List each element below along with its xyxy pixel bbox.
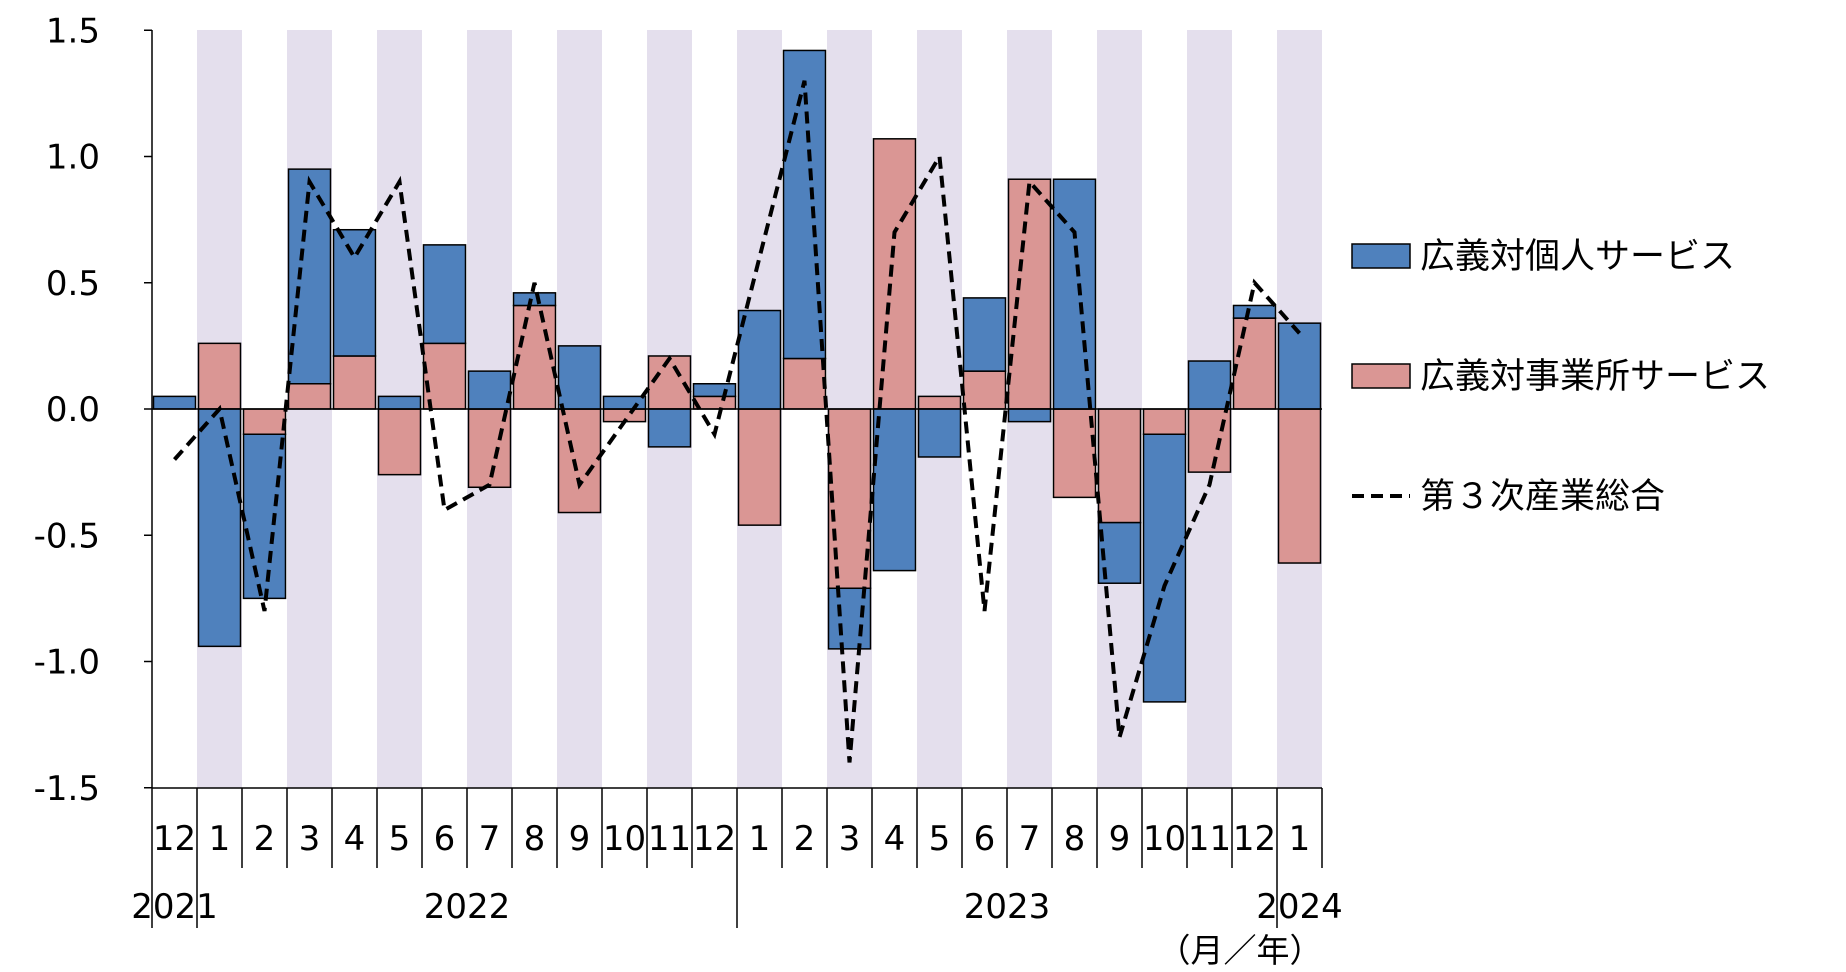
bar-kojin: [1232, 304, 1277, 319]
bar-kojin: [512, 292, 557, 307]
line-daisanji: [173, 80, 1301, 763]
axes: [144, 29, 1323, 928]
year-label: 2022: [424, 887, 511, 927]
bar-kojin: [152, 395, 197, 410]
legend-label: 広義対事業所サービス: [1420, 357, 1770, 397]
y-tick-label: 0.5: [46, 264, 100, 304]
bar-kojin: [197, 408, 242, 648]
bar-kojin: [332, 228, 377, 357]
x-tick-label: 7: [479, 819, 501, 859]
x-tick-label: 1: [209, 819, 231, 859]
bar-jigyosho: [512, 304, 557, 410]
legend-label: 広義対個人サービス: [1420, 237, 1735, 277]
x-tick-label: 4: [884, 819, 906, 859]
bar-kojin: [287, 168, 332, 385]
bar-jigyosho: [242, 408, 287, 435]
year-label: 2023: [964, 887, 1051, 927]
x-tick-label: 3: [839, 819, 861, 859]
x-tick-label: 12: [693, 819, 736, 859]
y-tick-label: -0.5: [34, 516, 100, 556]
bar-jigyosho: [1097, 408, 1142, 524]
x-tick-label: 10: [603, 819, 646, 859]
bar-kojin: [1142, 433, 1187, 703]
bar-jigyosho: [1142, 408, 1187, 435]
x-tick-label: 2: [254, 819, 276, 859]
bar-jigyosho: [917, 395, 962, 410]
bar-jigyosho: [737, 408, 782, 526]
bar-kojin: [467, 370, 512, 410]
bar-kojin: [872, 408, 917, 572]
x-tick-label: 4: [344, 819, 366, 859]
x-axis-month-labels: 12 1 2 3 4 5 6 7 8 9 10 11 12 1 2 3 4 5 6 7 8 9 10 11 12 1: [153, 819, 1310, 859]
x-tick-label: 3: [299, 819, 321, 859]
x-axis-year-labels: 2021 2022 2023 2024: [131, 887, 1343, 927]
y-tick-label: 0.0: [46, 390, 100, 430]
legend-swatch: [1351, 243, 1411, 269]
bar-jigyosho: [1277, 408, 1322, 564]
bar-series: [152, 49, 1322, 703]
x-tick-label: 8: [524, 819, 546, 859]
x-tick-label: 6: [434, 819, 456, 859]
bar-kojin: [557, 345, 602, 410]
bar-kojin: [1007, 408, 1052, 423]
x-tick-label: 5: [389, 819, 411, 859]
x-tick-label: 2: [794, 819, 816, 859]
x-tick-label: 9: [1109, 819, 1131, 859]
x-tick-label: 11: [1188, 819, 1231, 859]
bar-jigyosho: [1052, 408, 1097, 499]
x-tick-label: 8: [1064, 819, 1086, 859]
bar-jigyosho: [872, 138, 917, 410]
y-tick-label: 1.5: [46, 11, 100, 51]
year-label: 2024: [1256, 887, 1343, 927]
bar-kojin: [1277, 322, 1322, 410]
bar-jigyosho: [782, 357, 827, 410]
bar-kojin: [602, 395, 647, 410]
y-axis-ticks: 1.5 1.0 0.5 0.0 -0.5 -1.0 -1.5: [34, 11, 100, 809]
x-tick-label: 12: [1233, 819, 1276, 859]
legend-swatch: [1351, 363, 1411, 389]
bar-jigyosho: [1187, 408, 1232, 473]
bar-kojin: [962, 297, 1007, 372]
legend-label: 第３次産業総合: [1420, 477, 1665, 517]
bar-kojin: [647, 408, 692, 448]
bar-kojin: [1187, 360, 1232, 410]
x-tick-label: 5: [929, 819, 951, 859]
bar-jigyosho: [287, 383, 332, 410]
x-tick-label: 7: [1019, 819, 1041, 859]
bar-kojin: [917, 408, 962, 458]
bar-kojin: [422, 244, 467, 345]
bar-jigyosho: [962, 370, 1007, 410]
x-tick-label: 10: [1143, 819, 1186, 859]
bar-jigyosho: [422, 342, 467, 410]
x-tick-label: 6: [974, 819, 996, 859]
bar-jigyosho: [467, 408, 512, 489]
bar-kojin: [692, 383, 737, 398]
bar-jigyosho: [1232, 317, 1277, 410]
line-series: [173, 80, 1301, 763]
y-tick-label: -1.0: [34, 643, 100, 683]
year-label: 2021: [131, 887, 218, 927]
y-tick-label: 1.0: [46, 138, 100, 178]
x-axis-unit-label: （月／年）: [1158, 931, 1323, 970]
bar-jigyosho: [377, 408, 422, 476]
x-tick-label: 12: [153, 819, 196, 859]
bar-jigyosho: [1007, 178, 1052, 410]
bar-jigyosho: [197, 342, 242, 410]
bar-kojin: [377, 395, 422, 410]
x-tick-label: 11: [648, 819, 691, 859]
y-tick-label: -1.5: [34, 769, 100, 809]
x-tick-label: 1: [749, 819, 771, 859]
x-tick-label: 9: [569, 819, 591, 859]
x-tick-label: 1: [1289, 819, 1311, 859]
bar-kojin: [737, 309, 782, 410]
bar-jigyosho: [827, 408, 872, 590]
bar-jigyosho: [332, 355, 377, 410]
